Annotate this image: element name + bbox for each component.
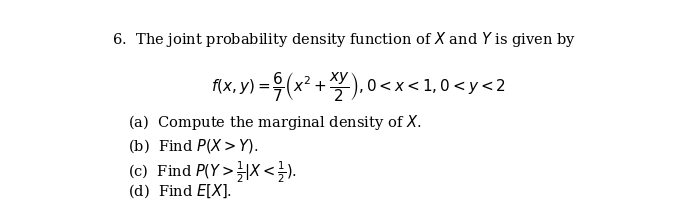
Text: (c)  Find $P(Y > \frac{1}{2}|X < \frac{1}{2})$.: (c) Find $P(Y > \frac{1}{2}|X < \frac{1}… [128,159,298,185]
Text: (d)  Find $E[X]$.: (d) Find $E[X]$. [128,182,232,200]
Text: (b)  Find $P(X > Y)$.: (b) Find $P(X > Y)$. [128,137,259,155]
Text: 6.  The joint probability density function of $X$ and $Y$ is given by: 6. The joint probability density functio… [112,30,576,49]
Text: $f(x,y) = \dfrac{6}{7}\left(x^2 + \dfrac{xy}{2}\right), 0 < x < 1, 0 < y < 2$: $f(x,y) = \dfrac{6}{7}\left(x^2 + \dfrac… [211,71,506,104]
Text: (a)  Compute the marginal density of $X$.: (a) Compute the marginal density of $X$. [128,113,421,131]
